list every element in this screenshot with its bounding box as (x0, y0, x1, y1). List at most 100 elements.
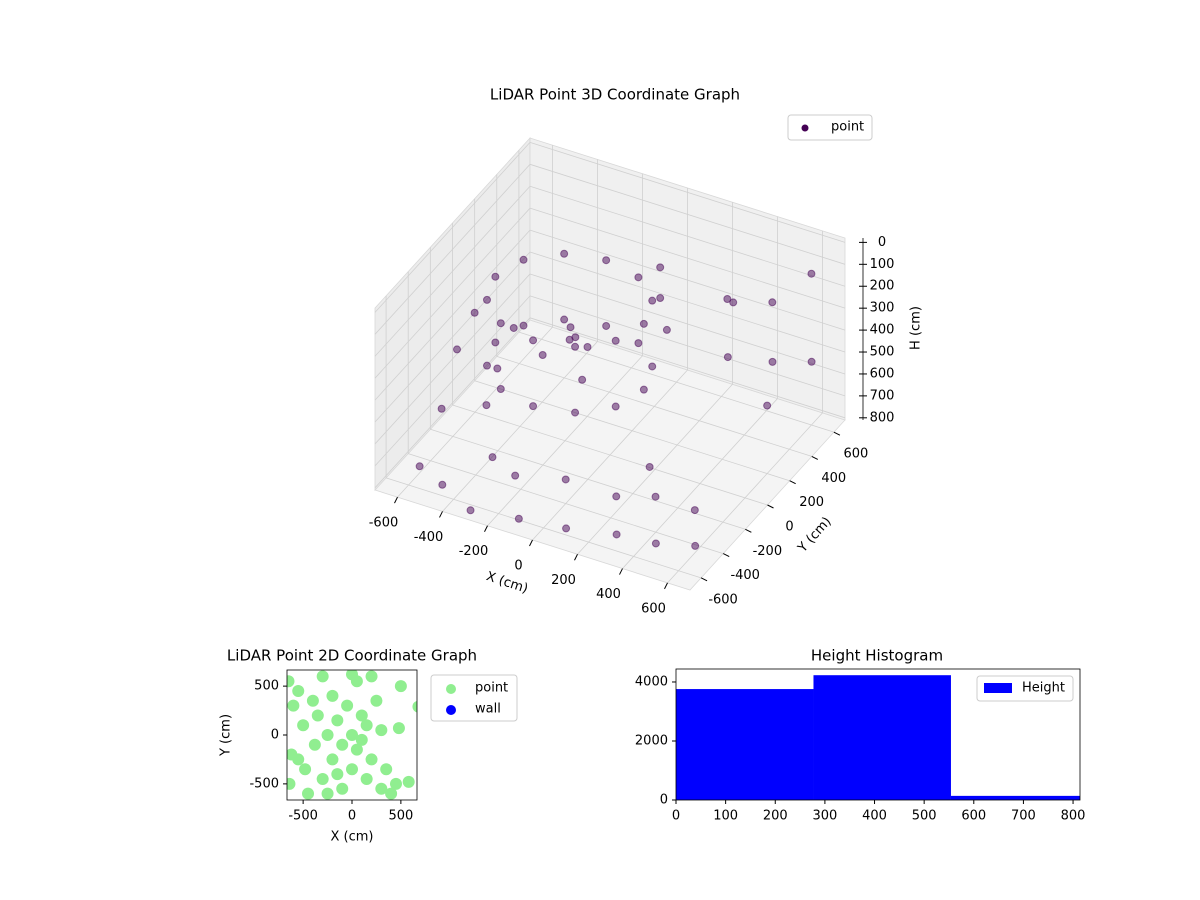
point (493, 364, 502, 373)
point (612, 530, 621, 539)
grid-line (374, 185, 531, 357)
point (482, 401, 491, 410)
x-tick (574, 554, 578, 561)
grid-line (408, 453, 724, 554)
y-tick-label: 2000 (635, 733, 668, 748)
point (723, 294, 732, 303)
y-axis-label: Y (cm) (219, 714, 234, 757)
point (488, 453, 497, 462)
point (639, 319, 648, 328)
bar (676, 689, 814, 800)
point (496, 319, 505, 328)
point (412, 700, 417, 713)
point (648, 362, 657, 371)
point (566, 323, 575, 332)
grid-line (496, 356, 812, 457)
point (634, 339, 643, 348)
point (763, 401, 772, 410)
point (651, 492, 660, 501)
x-tick-label: 600 (641, 601, 666, 616)
point (350, 743, 363, 756)
point (341, 699, 354, 712)
x-tick (619, 568, 623, 575)
point (611, 336, 620, 345)
point (331, 768, 344, 781)
point (375, 782, 388, 795)
grid-line (374, 142, 531, 313)
point (578, 375, 587, 384)
x-tick-label: 500 (388, 809, 413, 824)
point (302, 787, 315, 800)
y-tick (833, 431, 841, 436)
point (529, 336, 538, 345)
point (648, 296, 657, 305)
point (287, 675, 295, 688)
point (297, 719, 310, 732)
point (365, 753, 378, 766)
grid-line (529, 185, 846, 287)
x-tick-label: 800 (1061, 809, 1086, 824)
x-tick-label: 500 (912, 809, 937, 824)
z-tick-label: 400 (870, 323, 895, 338)
grid-line (474, 380, 790, 482)
point (466, 506, 475, 515)
point (437, 404, 446, 413)
x-tick (484, 525, 488, 532)
point (656, 263, 665, 272)
point (538, 350, 547, 359)
y-tick (745, 528, 752, 533)
point (321, 787, 334, 800)
point (571, 333, 580, 342)
point (402, 775, 415, 788)
point (571, 408, 580, 417)
point (768, 357, 777, 366)
point (560, 315, 569, 324)
point (509, 323, 518, 332)
point (375, 724, 388, 737)
z-tick-label: 100 (870, 257, 895, 272)
point (365, 670, 378, 683)
y-tick (811, 455, 819, 460)
point (602, 321, 611, 330)
chart-title: LiDAR Point 2D Coordinate Graph (227, 647, 477, 665)
bar (950, 795, 1080, 800)
legend-marker (446, 705, 456, 715)
x-tick-label: 200 (763, 809, 788, 824)
point (326, 689, 339, 702)
x-tick-label: 0 (672, 809, 680, 824)
grid-line (529, 229, 846, 331)
point (768, 298, 777, 307)
z-axis-label: H (cm) (909, 306, 924, 350)
y-tick-label: 0 (660, 793, 668, 808)
point (611, 402, 620, 411)
x-tick (664, 582, 668, 590)
x-tick (394, 496, 398, 504)
point (690, 506, 699, 515)
y-tick-label: 0 (785, 520, 793, 535)
point (336, 782, 349, 795)
point (299, 763, 312, 776)
point (529, 402, 538, 411)
point (514, 514, 523, 523)
point (438, 480, 447, 489)
point (634, 273, 643, 282)
y-tick (767, 504, 774, 509)
point (729, 298, 738, 307)
z-tick-label: 0 (878, 235, 886, 250)
grid-line (385, 477, 702, 579)
x-tick-label: 0 (514, 559, 522, 574)
point (311, 709, 324, 722)
point (656, 294, 665, 303)
grid-line (529, 207, 846, 309)
grid-line (529, 142, 846, 243)
point (346, 729, 358, 741)
legend-marker (801, 124, 809, 132)
point (491, 272, 500, 281)
point (394, 680, 407, 693)
point (482, 295, 491, 304)
x-tick-label: 700 (1011, 809, 1036, 824)
z-tick-label: 700 (870, 388, 895, 403)
x-tick-label: -600 (369, 516, 399, 531)
point (602, 256, 611, 265)
